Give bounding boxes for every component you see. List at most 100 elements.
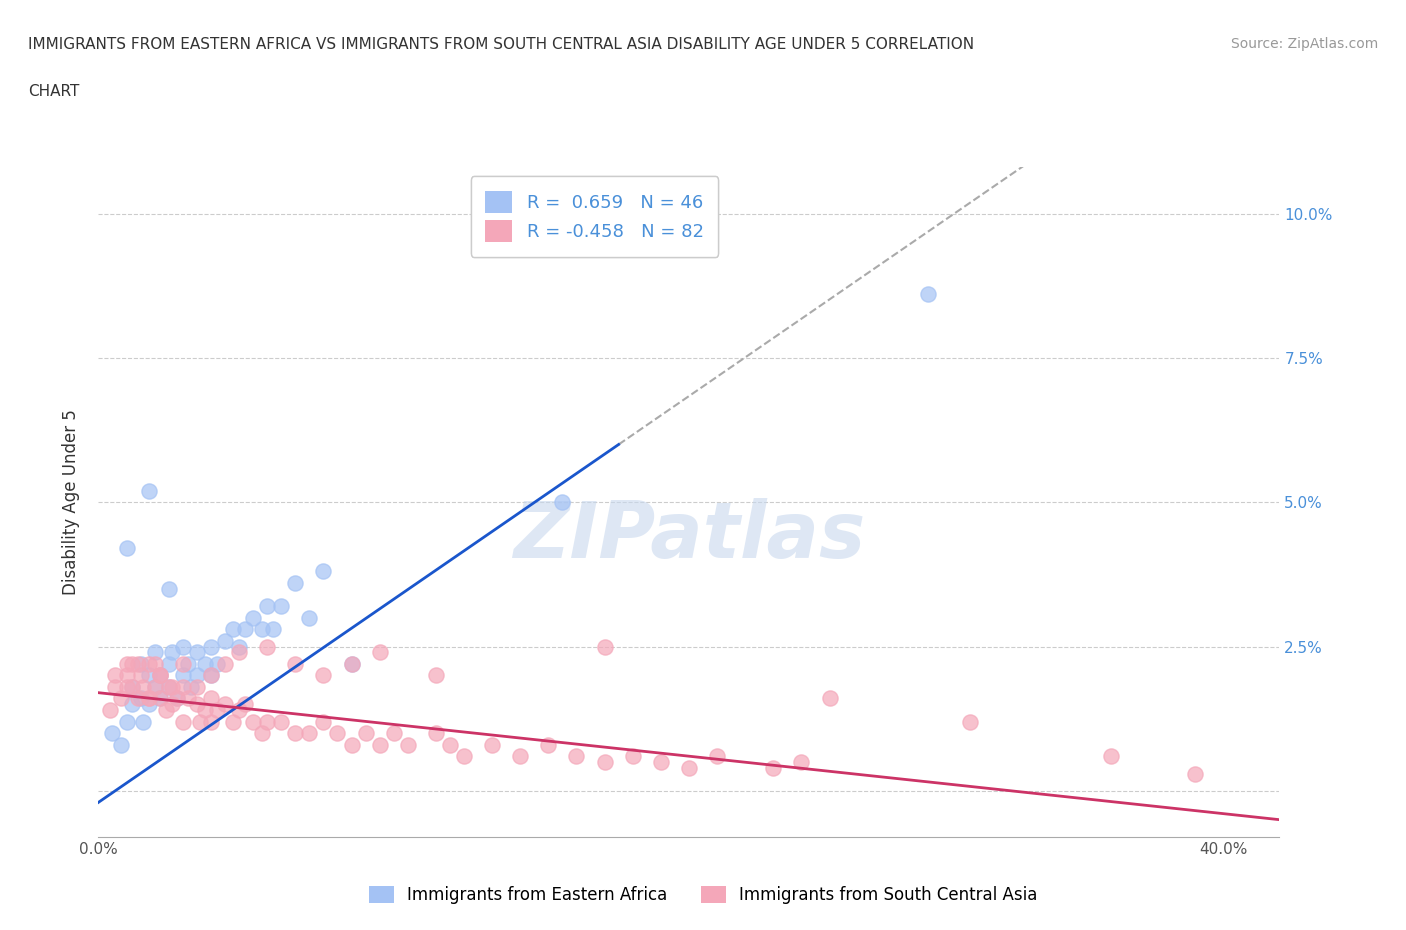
Point bbox=[110, 737, 132, 752]
Point bbox=[222, 622, 245, 637]
Point bbox=[326, 725, 349, 740]
Point bbox=[593, 754, 616, 769]
Point bbox=[121, 680, 143, 695]
Point bbox=[312, 668, 335, 683]
Point bbox=[1184, 766, 1206, 781]
Point bbox=[138, 691, 160, 706]
Point bbox=[250, 622, 273, 637]
Point bbox=[233, 622, 256, 637]
Point bbox=[138, 657, 160, 671]
Point bbox=[186, 644, 208, 659]
Point bbox=[298, 610, 321, 625]
Point bbox=[194, 657, 217, 671]
Point bbox=[382, 725, 405, 740]
Point bbox=[551, 495, 574, 510]
Point bbox=[678, 761, 700, 776]
Point bbox=[104, 680, 127, 695]
Point bbox=[205, 702, 228, 717]
Point bbox=[200, 691, 222, 706]
Point bbox=[425, 725, 447, 740]
Point bbox=[121, 697, 143, 711]
Point bbox=[121, 680, 143, 695]
Point bbox=[439, 737, 461, 752]
Point bbox=[186, 680, 208, 695]
Point bbox=[650, 754, 672, 769]
Point bbox=[354, 725, 377, 740]
Point bbox=[340, 737, 363, 752]
Point bbox=[790, 754, 813, 769]
Point bbox=[270, 599, 292, 614]
Point bbox=[565, 749, 588, 764]
Point bbox=[149, 668, 172, 683]
Point bbox=[160, 680, 183, 695]
Point bbox=[157, 657, 180, 671]
Point bbox=[256, 714, 278, 729]
Point bbox=[214, 633, 236, 648]
Point bbox=[453, 749, 475, 764]
Point bbox=[762, 761, 785, 776]
Point bbox=[298, 725, 321, 740]
Point bbox=[166, 691, 188, 706]
Point bbox=[188, 714, 211, 729]
Point bbox=[115, 714, 138, 729]
Point bbox=[256, 599, 278, 614]
Legend: Immigrants from Eastern Africa, Immigrants from South Central Asia: Immigrants from Eastern Africa, Immigran… bbox=[360, 878, 1046, 912]
Point bbox=[312, 714, 335, 729]
Point bbox=[233, 697, 256, 711]
Point bbox=[157, 680, 180, 695]
Point bbox=[132, 680, 155, 695]
Point bbox=[200, 639, 222, 654]
Point bbox=[222, 714, 245, 729]
Point bbox=[340, 657, 363, 671]
Point bbox=[368, 737, 391, 752]
Point bbox=[104, 668, 127, 683]
Point bbox=[172, 714, 194, 729]
Point bbox=[186, 697, 208, 711]
Point bbox=[166, 691, 188, 706]
Point bbox=[177, 657, 200, 671]
Point bbox=[250, 725, 273, 740]
Point bbox=[200, 714, 222, 729]
Point bbox=[312, 564, 335, 578]
Text: ZIPatlas: ZIPatlas bbox=[513, 498, 865, 574]
Point bbox=[115, 657, 138, 671]
Point bbox=[537, 737, 560, 752]
Point bbox=[115, 668, 138, 683]
Point bbox=[228, 702, 250, 717]
Point bbox=[284, 725, 307, 740]
Point bbox=[101, 725, 124, 740]
Point bbox=[262, 622, 284, 637]
Point bbox=[149, 691, 172, 706]
Point bbox=[138, 691, 160, 706]
Point bbox=[200, 668, 222, 683]
Point bbox=[368, 644, 391, 659]
Point bbox=[214, 657, 236, 671]
Point bbox=[1099, 749, 1122, 764]
Point bbox=[284, 657, 307, 671]
Point bbox=[138, 484, 160, 498]
Point bbox=[180, 680, 202, 695]
Point bbox=[149, 668, 172, 683]
Point bbox=[127, 691, 149, 706]
Point bbox=[143, 644, 166, 659]
Point bbox=[132, 714, 155, 729]
Point bbox=[138, 668, 160, 683]
Point bbox=[186, 668, 208, 683]
Point bbox=[160, 644, 183, 659]
Legend: R =  0.659   N = 46, R = -0.458   N = 82: R = 0.659 N = 46, R = -0.458 N = 82 bbox=[471, 177, 718, 257]
Point bbox=[115, 680, 138, 695]
Point bbox=[149, 668, 172, 683]
Point bbox=[509, 749, 531, 764]
Point bbox=[115, 541, 138, 556]
Point bbox=[256, 639, 278, 654]
Point bbox=[172, 657, 194, 671]
Point bbox=[270, 714, 292, 729]
Point bbox=[138, 697, 160, 711]
Point bbox=[172, 680, 194, 695]
Point bbox=[157, 581, 180, 596]
Point bbox=[200, 668, 222, 683]
Point bbox=[155, 702, 177, 717]
Point bbox=[242, 714, 264, 729]
Point bbox=[149, 691, 172, 706]
Point bbox=[194, 702, 217, 717]
